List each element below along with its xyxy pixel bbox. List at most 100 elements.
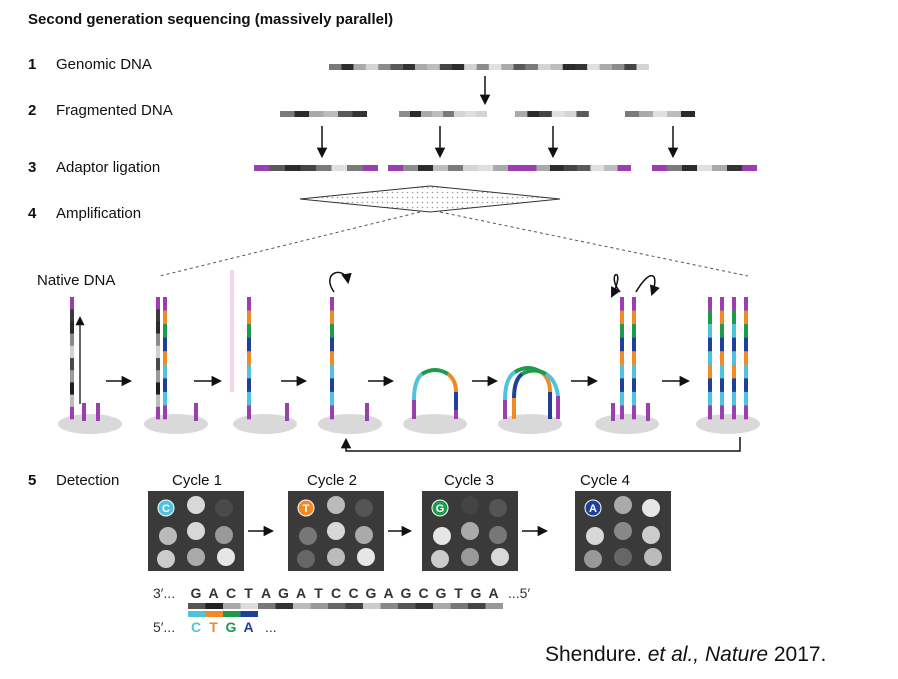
genomic-dna-strand [329,64,649,70]
citation-etal: et al., [647,643,700,666]
strand-segment [501,64,514,70]
cluster-spot [297,550,315,568]
cluster-spot [614,496,632,514]
base-letter: G [436,503,445,515]
fragment-strand [280,111,367,117]
native-dna-strand [70,297,74,420]
read-base: G [226,619,237,635]
cluster-spot [355,499,373,517]
strand-segment [427,64,440,70]
copy-strand [163,297,167,420]
strand-segment [247,378,251,393]
strand-segment [70,406,74,420]
cluster-spot [159,527,177,545]
cluster-spot [215,526,233,544]
removed-strand [230,270,234,393]
strand-segment [732,310,736,325]
strand-segment [341,64,354,70]
strand-segment [353,64,366,70]
cycle-4-label: Cycle 4 [580,472,631,489]
step-1-label: Genomic DNA [56,56,152,73]
strand-segment [720,405,724,420]
ligated-strand [254,165,378,171]
template-base: T [314,585,323,601]
cluster-spot [491,548,509,566]
bridge-strand [503,370,517,401]
cluster-spot [327,522,345,540]
copy-strand [632,297,636,420]
strand-segment [448,165,463,171]
copy-strand [620,297,624,420]
strand-segment [230,379,234,393]
strand-segment [316,165,332,171]
cluster-spot [355,526,373,544]
strand-segment [620,351,624,366]
strand-segment [338,111,353,117]
template-bar-segment [310,603,328,609]
strand-segment [163,391,167,406]
strand-segment [720,391,724,406]
cluster-spot [187,496,205,514]
template-base: C [331,585,341,601]
strand-segment [403,165,418,171]
primer-stub [194,403,198,421]
template-base: T [454,585,463,601]
cluster-strand [732,297,736,420]
strand-segment [156,358,160,371]
primer-stub [646,403,650,421]
strand-segment [527,111,540,117]
strand-segment [352,111,367,117]
strand-segment [156,382,160,395]
read-prefix: 5′... [153,619,175,635]
strand-segment [493,165,508,171]
strand-segment [247,364,251,379]
template-base: G [278,585,289,601]
template-bar-segment [205,603,223,609]
strand-segment [732,364,736,379]
strand-segment [720,364,724,379]
strand-segment [744,405,748,420]
read-base: T [209,619,218,635]
template-base: G [471,585,482,601]
strand-segment [732,351,736,366]
strand-segment [681,111,695,117]
fragment-strand [625,111,695,117]
template-bar-segment [240,603,258,609]
strand-segment [285,165,301,171]
strand-segment [156,406,160,420]
strand-segment [478,165,493,171]
strand-segment [254,165,270,171]
strand-segment [163,310,167,325]
template-base: T [244,585,253,601]
strand-segment [230,294,234,307]
cluster-spot [327,496,345,514]
strand-segment [294,111,309,117]
strand-segment [247,405,251,420]
citation-author: Shendure. [545,643,648,666]
strand-segment [156,297,160,310]
native-dna-strand [156,297,160,420]
template-bar-segment [433,603,451,609]
cycle-3-label: Cycle 3 [444,472,495,489]
cluster-spot [614,522,632,540]
strand-segment [515,111,528,117]
strand-segment [632,364,636,379]
strand-segment [464,64,477,70]
flow-cell [299,185,561,213]
base-indicator-a [584,499,602,517]
ligated-strand [652,165,757,171]
template-suffix: ...5′ [508,585,530,601]
strand-segment [230,306,234,320]
cluster-spot [299,527,317,545]
strand-segment [632,337,636,352]
template-bar-segment [468,603,486,609]
cluster-spot [489,526,507,544]
strand-segment [708,297,712,311]
strand-segment [476,111,487,117]
template-base: C [226,585,236,601]
strand-segment [247,310,251,325]
strand-segment [508,165,523,171]
strand-segment [280,111,295,117]
strand-segment [744,351,748,366]
